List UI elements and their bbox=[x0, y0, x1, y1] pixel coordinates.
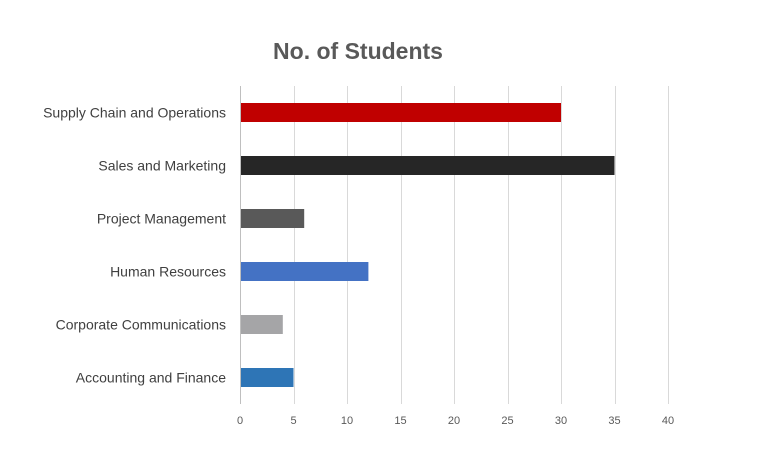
bar bbox=[241, 156, 615, 175]
chart-title: No. of Students bbox=[273, 38, 443, 64]
category-label: Human Resources bbox=[110, 264, 226, 280]
category-label: Corporate Communications bbox=[56, 317, 226, 333]
bar bbox=[241, 368, 294, 387]
x-tick-label: 35 bbox=[608, 415, 620, 427]
bar bbox=[241, 315, 283, 334]
category-label: Sales and Marketing bbox=[98, 158, 226, 174]
x-tick-label: 20 bbox=[448, 415, 460, 427]
x-tick-label: 5 bbox=[290, 415, 296, 427]
x-tick-label: 10 bbox=[341, 415, 353, 427]
bar bbox=[241, 209, 305, 228]
bar bbox=[241, 103, 561, 122]
category-label: Accounting and Finance bbox=[76, 370, 226, 386]
x-tick-label: 15 bbox=[394, 415, 406, 427]
category-label: Supply Chain and Operations bbox=[43, 105, 226, 121]
x-tick-label: 30 bbox=[555, 415, 567, 427]
category-label: Project Management bbox=[97, 211, 226, 227]
x-tick-label: 0 bbox=[237, 415, 243, 427]
x-tick-label: 25 bbox=[501, 415, 513, 427]
bar bbox=[241, 262, 369, 281]
x-tick-label: 40 bbox=[662, 415, 674, 427]
